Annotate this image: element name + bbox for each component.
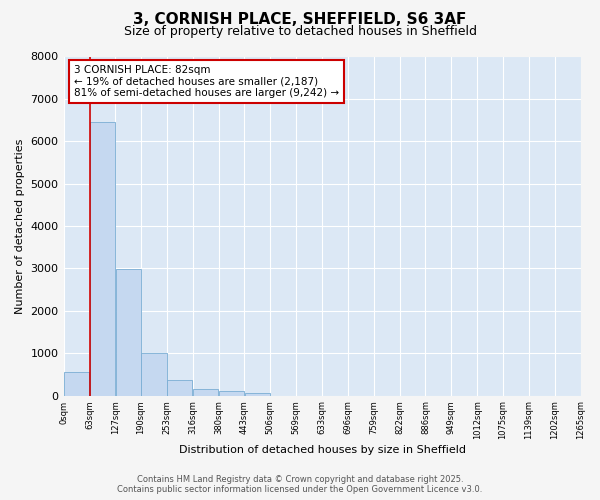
Bar bbox=[193, 389, 218, 396]
Text: 3 CORNISH PLACE: 82sqm
← 19% of detached houses are smaller (2,187)
81% of semi-: 3 CORNISH PLACE: 82sqm ← 19% of detached… bbox=[74, 65, 339, 98]
Text: Contains HM Land Registry data © Crown copyright and database right 2025.
Contai: Contains HM Land Registry data © Crown c… bbox=[118, 474, 482, 494]
Bar bbox=[90, 122, 115, 396]
X-axis label: Distribution of detached houses by size in Sheffield: Distribution of detached houses by size … bbox=[179, 445, 466, 455]
Bar bbox=[245, 393, 270, 396]
Text: Size of property relative to detached houses in Sheffield: Size of property relative to detached ho… bbox=[124, 24, 476, 38]
Bar bbox=[219, 392, 244, 396]
Y-axis label: Number of detached properties: Number of detached properties bbox=[15, 138, 25, 314]
Bar bbox=[64, 372, 89, 396]
Bar bbox=[167, 380, 193, 396]
Bar bbox=[142, 353, 167, 396]
Bar bbox=[116, 270, 140, 396]
Text: 3, CORNISH PLACE, SHEFFIELD, S6 3AF: 3, CORNISH PLACE, SHEFFIELD, S6 3AF bbox=[133, 12, 467, 28]
